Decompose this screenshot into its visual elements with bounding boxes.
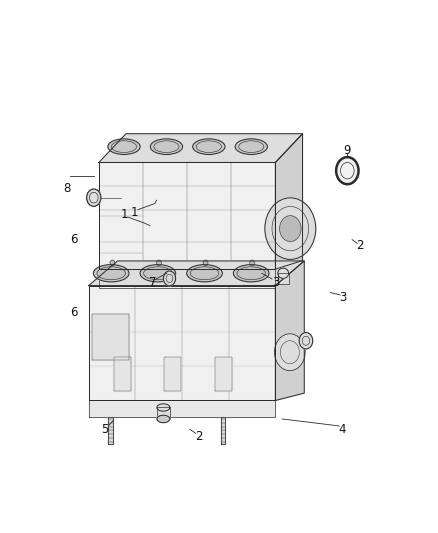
Text: 2: 2 [195, 430, 203, 443]
Polygon shape [88, 400, 276, 417]
Text: 7: 7 [149, 276, 156, 289]
Circle shape [275, 334, 305, 370]
Ellipse shape [278, 268, 289, 278]
Circle shape [110, 260, 115, 266]
Ellipse shape [193, 139, 225, 155]
Ellipse shape [235, 139, 268, 155]
Circle shape [299, 333, 313, 349]
Text: 8: 8 [63, 182, 71, 195]
Circle shape [157, 260, 161, 266]
Ellipse shape [93, 265, 129, 282]
Text: 4: 4 [339, 423, 346, 435]
Ellipse shape [187, 265, 223, 282]
Circle shape [203, 260, 208, 266]
Ellipse shape [157, 404, 170, 411]
Polygon shape [276, 134, 303, 269]
Ellipse shape [108, 139, 140, 155]
Text: 5: 5 [101, 423, 109, 435]
Text: 2: 2 [357, 239, 364, 252]
Ellipse shape [150, 139, 183, 155]
Polygon shape [108, 417, 113, 443]
Text: 6: 6 [70, 306, 77, 319]
Polygon shape [114, 357, 131, 391]
Text: 1: 1 [131, 206, 138, 219]
Polygon shape [99, 269, 276, 288]
Circle shape [279, 216, 301, 241]
Polygon shape [92, 314, 130, 360]
Text: 3: 3 [339, 292, 347, 304]
Polygon shape [99, 279, 289, 288]
Text: 1: 1 [120, 208, 128, 222]
Text: 9: 9 [343, 144, 351, 157]
Circle shape [336, 157, 359, 184]
Ellipse shape [233, 265, 269, 282]
Polygon shape [99, 134, 303, 163]
Circle shape [265, 198, 316, 260]
Polygon shape [215, 357, 232, 391]
Circle shape [163, 271, 176, 286]
Polygon shape [276, 261, 304, 400]
Circle shape [87, 189, 101, 206]
Polygon shape [221, 417, 226, 443]
Polygon shape [157, 407, 170, 419]
Text: 3: 3 [272, 276, 279, 289]
Ellipse shape [157, 415, 170, 423]
Ellipse shape [140, 265, 176, 282]
Polygon shape [88, 261, 304, 286]
Polygon shape [278, 273, 289, 284]
Polygon shape [99, 163, 276, 269]
Text: 6: 6 [70, 233, 77, 246]
Circle shape [250, 260, 254, 266]
Polygon shape [88, 286, 276, 400]
Polygon shape [164, 357, 181, 391]
